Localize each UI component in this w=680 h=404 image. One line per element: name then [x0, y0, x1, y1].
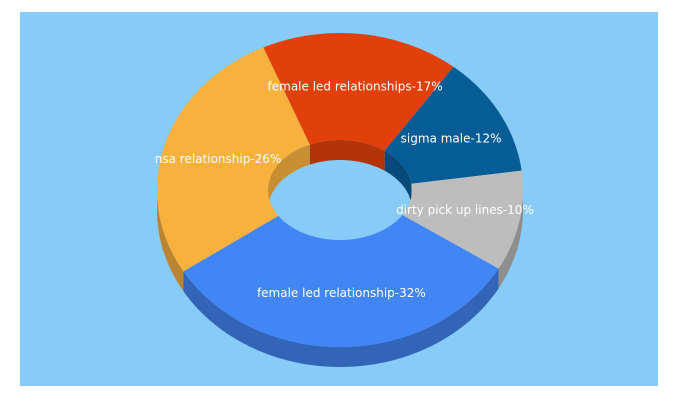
slice-side — [498, 190, 523, 289]
slice-label: female led relationships-17% — [268, 80, 443, 94]
slice — [384, 66, 522, 184]
slice — [263, 33, 454, 151]
slice-label: nsa relationship-26% — [155, 152, 282, 166]
slice-side — [183, 268, 499, 367]
slice-label: dirty pick up lines-10% — [396, 203, 534, 217]
slice-inner-side — [384, 150, 412, 204]
slice-inner-side — [268, 144, 310, 210]
slice-inner-side — [309, 140, 385, 171]
slice-label: sigma male-12% — [401, 132, 502, 146]
slice-side — [157, 190, 184, 292]
slice-label: female led relationship-32% — [257, 286, 426, 300]
slice — [402, 170, 523, 269]
slice — [183, 215, 499, 347]
slice — [157, 47, 310, 272]
